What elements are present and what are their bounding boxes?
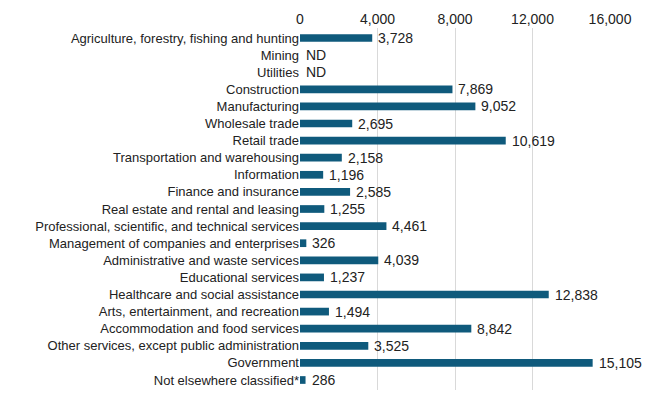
svg-text:9,052: 9,052 — [481, 98, 516, 114]
svg-text:Wholesale trade: Wholesale trade — [205, 116, 299, 131]
svg-text:Mining: Mining — [261, 48, 299, 63]
svg-text:4,000: 4,000 — [360, 11, 395, 27]
svg-text:2,585: 2,585 — [356, 184, 391, 200]
svg-text:1,494: 1,494 — [335, 304, 370, 320]
svg-text:15,105: 15,105 — [599, 355, 642, 371]
svg-text:1,237: 1,237 — [330, 269, 365, 285]
svg-text:Not elsewhere classified*: Not elsewhere classified* — [154, 373, 299, 388]
svg-text:10,619: 10,619 — [512, 133, 555, 149]
svg-text:Real estate and rental and lea: Real estate and rental and leasing — [102, 202, 299, 217]
svg-text:Agriculture, forestry, fishing: Agriculture, forestry, fishing and hunti… — [71, 31, 299, 46]
svg-text:326: 326 — [312, 235, 336, 251]
svg-text:Management of companies and en: Management of companies and enterprises — [49, 236, 300, 251]
svg-text:2,158: 2,158 — [348, 150, 383, 166]
svg-text:8,000: 8,000 — [437, 11, 472, 27]
svg-text:ND: ND — [306, 64, 326, 80]
svg-text:Manufacturing: Manufacturing — [217, 99, 299, 114]
svg-text:Government: Government — [227, 355, 299, 370]
svg-text:1,255: 1,255 — [330, 201, 365, 217]
svg-text:Construction: Construction — [226, 82, 299, 97]
svg-text:Transportation and warehousing: Transportation and warehousing — [113, 150, 299, 165]
svg-text:4,039: 4,039 — [384, 252, 419, 268]
svg-text:1,196: 1,196 — [329, 167, 364, 183]
svg-text:Information: Information — [234, 167, 299, 182]
svg-text:ND: ND — [306, 47, 326, 63]
svg-text:Utilities: Utilities — [257, 65, 299, 80]
svg-text:2,695: 2,695 — [358, 116, 393, 132]
svg-text:286: 286 — [312, 372, 336, 388]
svg-text:Accommodation and food service: Accommodation and food services — [100, 321, 299, 336]
svg-text:Professional, scientific, and: Professional, scientific, and technical … — [35, 219, 299, 234]
svg-text:7,869: 7,869 — [458, 81, 493, 97]
svg-text:8,842: 8,842 — [477, 321, 512, 337]
svg-text:0: 0 — [296, 11, 304, 27]
svg-text:3,728: 3,728 — [378, 30, 413, 46]
svg-text:12,000: 12,000 — [511, 11, 554, 27]
svg-text:Retail trade: Retail trade — [233, 133, 299, 148]
svg-text:Arts, entertainment, and recre: Arts, entertainment, and recreation — [99, 304, 299, 319]
svg-text:3,525: 3,525 — [374, 338, 409, 354]
svg-text:Administrative and waste servi: Administrative and waste services — [103, 253, 299, 268]
svg-text:Other services, except public: Other services, except public administra… — [48, 338, 299, 353]
svg-text:4,461: 4,461 — [392, 218, 427, 234]
svg-text:Educational services: Educational services — [180, 270, 300, 285]
svg-text:16,000: 16,000 — [589, 11, 632, 27]
svg-text:Healthcare and social assistan: Healthcare and social assistance — [109, 287, 299, 302]
svg-text:12,838: 12,838 — [555, 287, 598, 303]
svg-text:Finance and insurance: Finance and insurance — [167, 184, 299, 199]
